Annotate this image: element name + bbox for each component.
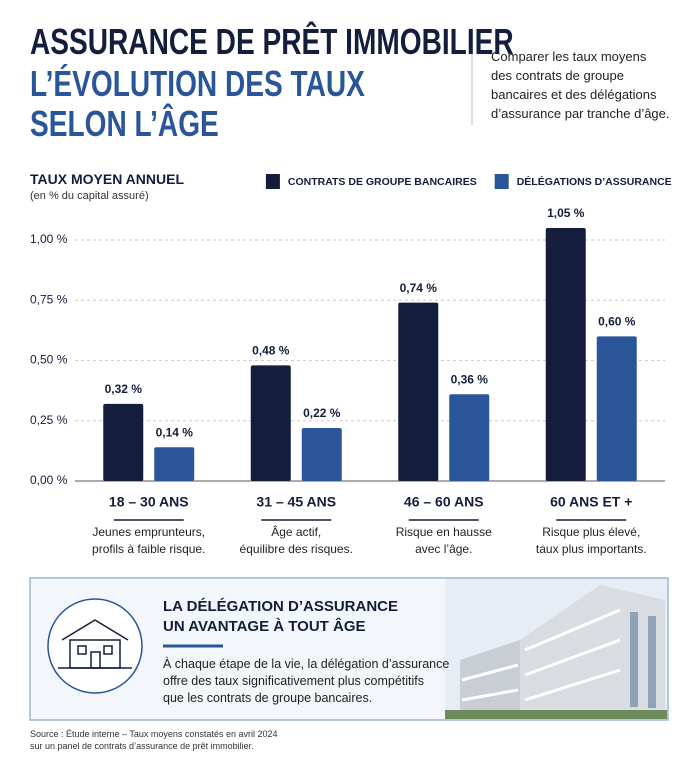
y-tick-label: 0,25 % (30, 413, 68, 427)
bar (154, 447, 195, 481)
house-icon (58, 619, 132, 669)
legend-label: DÉLÉGATIONS D’ASSURANCE (517, 175, 672, 188)
x-tick-label: 31 – 45 ANS (256, 494, 336, 510)
y-tick-label: 1,00 % (30, 232, 68, 246)
bar (301, 427, 342, 481)
value-label: 0,14 % (156, 425, 194, 439)
header-subtitle: L’ÉVOLUTION DES TAUX SELON L’ÂGE (30, 63, 365, 144)
value-label: 0,22 % (303, 406, 341, 420)
callout-title: LA DÉLÉGATION D’ASSURANCE UN AVANTAGE À … (163, 598, 399, 635)
bar (596, 336, 637, 481)
bar (250, 365, 291, 481)
bar (545, 227, 586, 481)
x-tick-label: 46 – 60 ANS (404, 494, 484, 510)
callout-text: À chaque étape de la vie, la délégation … (163, 657, 450, 705)
value-label: 1,05 % (547, 206, 585, 220)
source-note: Source : Étude interne – Taux moyens con… (30, 729, 278, 751)
icon-circle (47, 598, 143, 694)
value-label: 0,48 % (252, 343, 290, 357)
legend-label: CONTRATS DE GROUPE BANCAIRES (288, 176, 477, 188)
chart-title: TAUX MOYEN ANNUEL (30, 171, 184, 187)
y-tick-label: 0,00 % (30, 473, 68, 487)
value-label: 0,74 % (400, 281, 438, 295)
bar (103, 403, 144, 481)
category-note: Risque plus élevé, taux plus importants. (535, 525, 647, 556)
x-tick-label: 60 ANS ET + (550, 494, 632, 510)
category-note: Jeunes emprunteurs, profils à faible ris… (92, 525, 206, 556)
y-tick-label: 0,50 % (30, 353, 68, 367)
value-label: 0,36 % (451, 372, 489, 386)
bar (449, 394, 490, 481)
legend-swatch (265, 174, 280, 189)
header-title: ASSURANCE DE PRÊT IMMOBILIER (30, 21, 514, 62)
building-illustration (445, 579, 667, 719)
x-tick-label: 18 – 30 ANS (109, 494, 189, 510)
chart-subtitle: (en % du capital assuré) (30, 190, 149, 202)
y-tick-label: 0,75 % (30, 292, 68, 306)
value-label: 0,60 % (598, 315, 636, 329)
value-label: 0,32 % (105, 382, 143, 396)
legend-swatch (494, 174, 509, 189)
bar (398, 302, 439, 481)
category-note: Âge actif, équilibre des risques. (239, 525, 353, 556)
category-note: Risque en hausse avec l’âge. (395, 525, 492, 556)
header-intro: Comparer les taux moyens des contrats de… (491, 49, 670, 121)
